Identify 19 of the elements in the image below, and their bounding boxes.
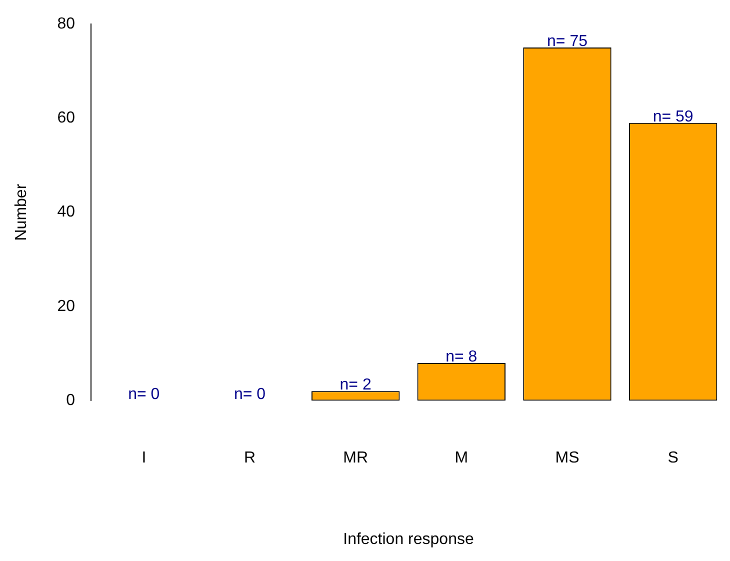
x-tick-label: M [454, 450, 468, 467]
data-label: n= 2 [340, 376, 372, 394]
x-tick-label: R [244, 450, 256, 467]
data-label: n= 0 [128, 386, 160, 404]
y-tick-label: 20 [57, 298, 76, 315]
x-tick-label: S [668, 450, 678, 467]
data-label: n= 75 [547, 32, 588, 50]
data-label: n= 59 [652, 108, 694, 126]
y-tick-label: 80 [57, 15, 76, 32]
y-tick-label: 0 [66, 392, 76, 410]
y-tick-label: 60 [57, 110, 76, 127]
y-tick-label: 40 [57, 204, 76, 221]
x-axis-title: Infection response [343, 530, 474, 548]
y-axis-title: Number [13, 183, 30, 241]
data-label: n= 8 [446, 348, 478, 366]
data-label: n= 0 [234, 386, 266, 404]
x-tick-label: MS [555, 450, 580, 467]
x-tick-label: MR [343, 450, 368, 467]
x-tick-label: I [142, 450, 146, 467]
